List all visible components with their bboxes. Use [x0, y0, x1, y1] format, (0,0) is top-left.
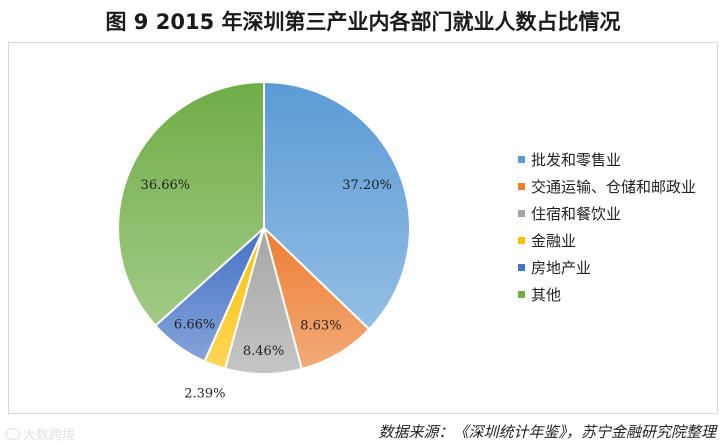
legend-swatch	[518, 291, 525, 298]
legend-item: 交通运输、仓储和邮政业	[518, 173, 696, 200]
legend-item: 金融业	[518, 227, 696, 254]
slice-data-label: 2.39%	[184, 387, 225, 402]
watermark-logo-icon	[6, 427, 20, 440]
pie-slice-1	[263, 80, 411, 331]
legend-item: 房地产业	[518, 254, 696, 281]
slice-data-label: 8.63%	[300, 318, 341, 333]
data-source-note: 数据来源：《深圳统计年鉴》，苏宁金融研究院整理	[378, 423, 716, 441]
legend: 批发和零售业交通运输、仓储和邮政业 住宿和餐饮业 金融业房地产业其他	[518, 146, 696, 308]
legend-swatch	[518, 183, 525, 190]
legend-label: 住宿和餐饮业	[531, 205, 622, 223]
chart-frame	[8, 42, 718, 414]
slice-data-label: 6.66%	[174, 317, 215, 332]
legend-item: 住宿和餐饮业	[518, 200, 696, 227]
legend-item: 批发和零售业	[518, 146, 696, 173]
legend-swatch	[518, 156, 525, 163]
legend-label: 其他	[531, 286, 562, 304]
slice-data-label: 37.20%	[342, 178, 392, 193]
legend-label: 交通运输、仓储和邮政业	[531, 178, 697, 196]
legend-label: 批发和零售业	[531, 151, 622, 169]
legend-swatch	[518, 264, 525, 271]
legend-item: 其他	[518, 281, 696, 308]
chart-title: 图 9 2015 年深圳第三产业内各部门就业人数占比情况	[105, 10, 621, 34]
slice-data-label: 8.46%	[243, 344, 284, 359]
watermark-text: 大数跨境	[23, 428, 76, 443]
pie-slice-6	[117, 80, 265, 328]
slice-data-label: 36.66%	[141, 178, 191, 193]
legend-swatch	[518, 237, 525, 244]
watermark: 大数跨境	[6, 424, 75, 443]
legend-label: 金融业	[531, 232, 577, 250]
legend-swatch	[518, 210, 525, 217]
legend-label: 房地产业	[531, 259, 592, 277]
